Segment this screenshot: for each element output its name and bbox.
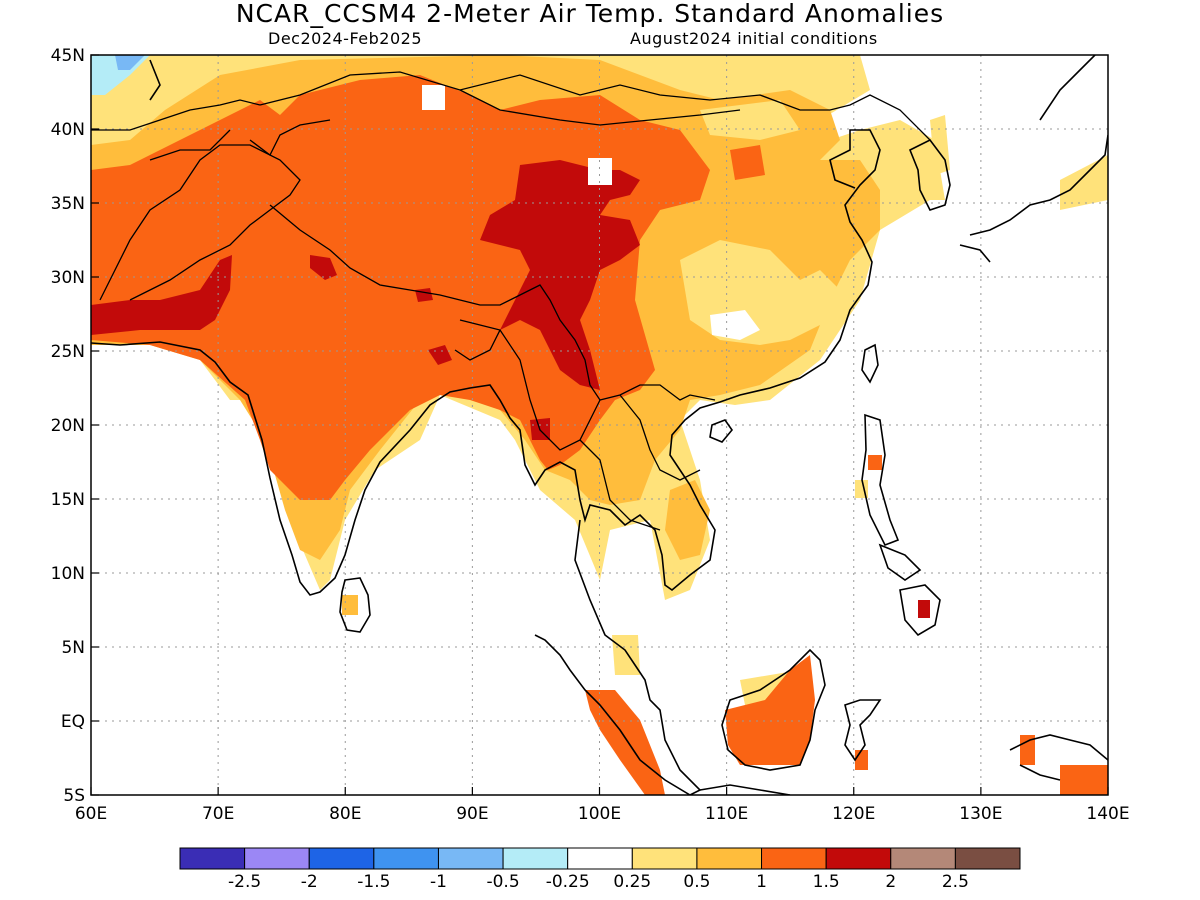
lon-tick-label: 120E <box>832 804 875 824</box>
coastline-sri-lanka <box>339 577 371 633</box>
coastline-mindanao <box>899 584 941 637</box>
legend-label: 2.5 <box>942 872 969 892</box>
legend-swatch <box>696 847 763 870</box>
border-bangladesh <box>454 319 501 361</box>
gridlines <box>91 55 1108 795</box>
legend-label: 1 <box>756 872 767 892</box>
legend-label: -0.5 <box>486 872 519 892</box>
initial-conditions: August2024 initial conditions <box>630 29 878 48</box>
lat-tick-label: 45N <box>51 46 85 66</box>
lon-tick-label: 130E <box>959 804 1002 824</box>
legend-swatch <box>761 847 827 870</box>
lat-tick-label: 35N <box>51 194 85 214</box>
color-legend: -2.5 -2 -1.5 -1 -0.5 -0.25 0.25 0.5 1 1.5 2 2.5 <box>179 847 1021 892</box>
coastlines <box>91 55 1108 795</box>
legend-label: -0.25 <box>546 872 590 892</box>
lat-tick-label: EQ <box>61 712 85 732</box>
lat-tick-label: 30N <box>51 268 85 288</box>
legend-label: 2 <box>885 872 896 892</box>
legend-swatch <box>567 847 633 870</box>
legend-label: -1 <box>430 872 447 892</box>
lat-tick-label: 20N <box>51 416 85 436</box>
legend-swatch <box>244 847 310 870</box>
lat-tick-label: 15N <box>51 490 85 510</box>
lon-tick-label: 110E <box>705 804 748 824</box>
coastline-hainan <box>709 419 734 443</box>
coastline-new-guinea <box>1009 734 1108 781</box>
border-myanmar <box>499 329 601 451</box>
legend-swatch <box>373 847 439 870</box>
legend-swatch <box>825 847 892 870</box>
coastline-sulawesi <box>844 699 882 762</box>
legend-swatch <box>502 847 569 870</box>
lon-tick-label: 60E <box>75 804 107 824</box>
legend-swatch <box>437 847 504 870</box>
border-china-north <box>259 71 931 141</box>
borders <box>91 71 931 531</box>
legend-label: -2.5 <box>228 872 261 892</box>
legend-swatch <box>890 847 956 870</box>
coastline-luzon <box>861 413 900 547</box>
border-indochina <box>619 394 701 481</box>
lon-tick-label: 90E <box>456 804 488 824</box>
border-thailand <box>579 439 661 531</box>
coastline-korea <box>908 138 951 211</box>
coastline-taiwan <box>861 343 879 384</box>
legend-label: -2 <box>301 872 318 892</box>
coastline-aral <box>149 59 161 101</box>
anomaly-region-neg <box>91 55 150 95</box>
border-central-asia <box>91 99 331 161</box>
legend-label: 1.5 <box>813 872 840 892</box>
lon-tick-label: 100E <box>578 804 621 824</box>
lat-tick-label: 5S <box>63 786 85 806</box>
coastline-borneo <box>721 648 826 771</box>
map-title: NCAR_CCSM4 2-Meter Air Temp. Standard An… <box>235 0 945 28</box>
lat-tick-label: 25N <box>51 342 85 362</box>
lon-tick-label: 70E <box>202 804 234 824</box>
border-mongolia <box>459 89 741 126</box>
legend-swatch <box>179 847 246 870</box>
legend-swatch <box>631 847 698 870</box>
lon-tick-label: 80E <box>329 804 361 824</box>
longitude-labels: 60E 70E 80E 90E 100E 110E 120E 130E 140E <box>75 787 1130 824</box>
lat-tick-label: 40N <box>51 120 85 140</box>
legend-swatch <box>308 847 375 870</box>
legend-label: 0.25 <box>613 872 651 892</box>
coastline-india <box>91 129 881 596</box>
border-pakistan <box>99 144 301 301</box>
legend-label: 0.5 <box>683 872 710 892</box>
latitude-labels: 45N 40N 35N 30N 25N 20N 15N 10N 5N EQ 5S <box>51 46 99 806</box>
forecast-period: Dec2024-Feb2025 <box>268 29 422 48</box>
border-himalaya <box>269 204 716 401</box>
lon-tick-label: 140E <box>1086 804 1129 824</box>
lat-tick-label: 5N <box>61 638 85 658</box>
coastline-japan <box>959 55 1108 263</box>
lat-tick-label: 10N <box>51 564 85 584</box>
anomaly-fill <box>91 55 1108 795</box>
legend-swatch <box>954 847 1021 870</box>
legend-label: -1.5 <box>357 872 390 892</box>
coastline-java <box>699 784 791 795</box>
